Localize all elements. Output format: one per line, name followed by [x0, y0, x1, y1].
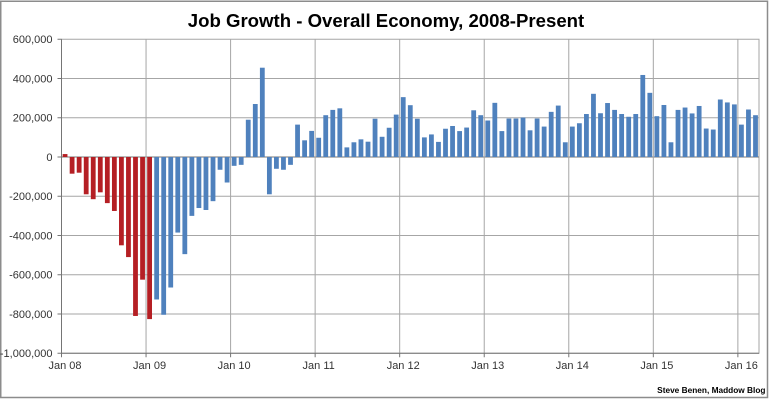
- svg-text:0: 0: [46, 152, 52, 164]
- svg-text:Jan 16: Jan 16: [725, 360, 758, 372]
- svg-text:-400,000: -400,000: [9, 230, 52, 242]
- svg-text:Jan 10: Jan 10: [218, 360, 251, 372]
- svg-text:Jan 15: Jan 15: [640, 360, 673, 372]
- svg-text:200,000: 200,000: [13, 113, 53, 125]
- svg-text:-200,000: -200,000: [9, 191, 52, 203]
- svg-text:-800,000: -800,000: [9, 309, 52, 321]
- svg-text:Jan 08: Jan 08: [49, 360, 82, 372]
- svg-text:-600,000: -600,000: [9, 270, 52, 282]
- svg-text:Jan 12: Jan 12: [387, 360, 420, 372]
- svg-text:-1,000,000: -1,000,000: [0, 348, 53, 360]
- svg-text:Jan 09: Jan 09: [133, 360, 166, 372]
- svg-text:Jan 14: Jan 14: [556, 360, 589, 372]
- svg-text:600,000: 600,000: [13, 34, 53, 46]
- svg-text:400,000: 400,000: [13, 73, 53, 85]
- svg-text:Job Growth - Overall Economy,: Job Growth - Overall Economy, 2008-Prese…: [188, 10, 584, 31]
- svg-text:Jan 11: Jan 11: [303, 360, 335, 372]
- svg-text:Jan 13: Jan 13: [471, 360, 504, 372]
- svg-text:Steve Benen, Maddow Blog: Steve Benen, Maddow Blog: [657, 385, 765, 395]
